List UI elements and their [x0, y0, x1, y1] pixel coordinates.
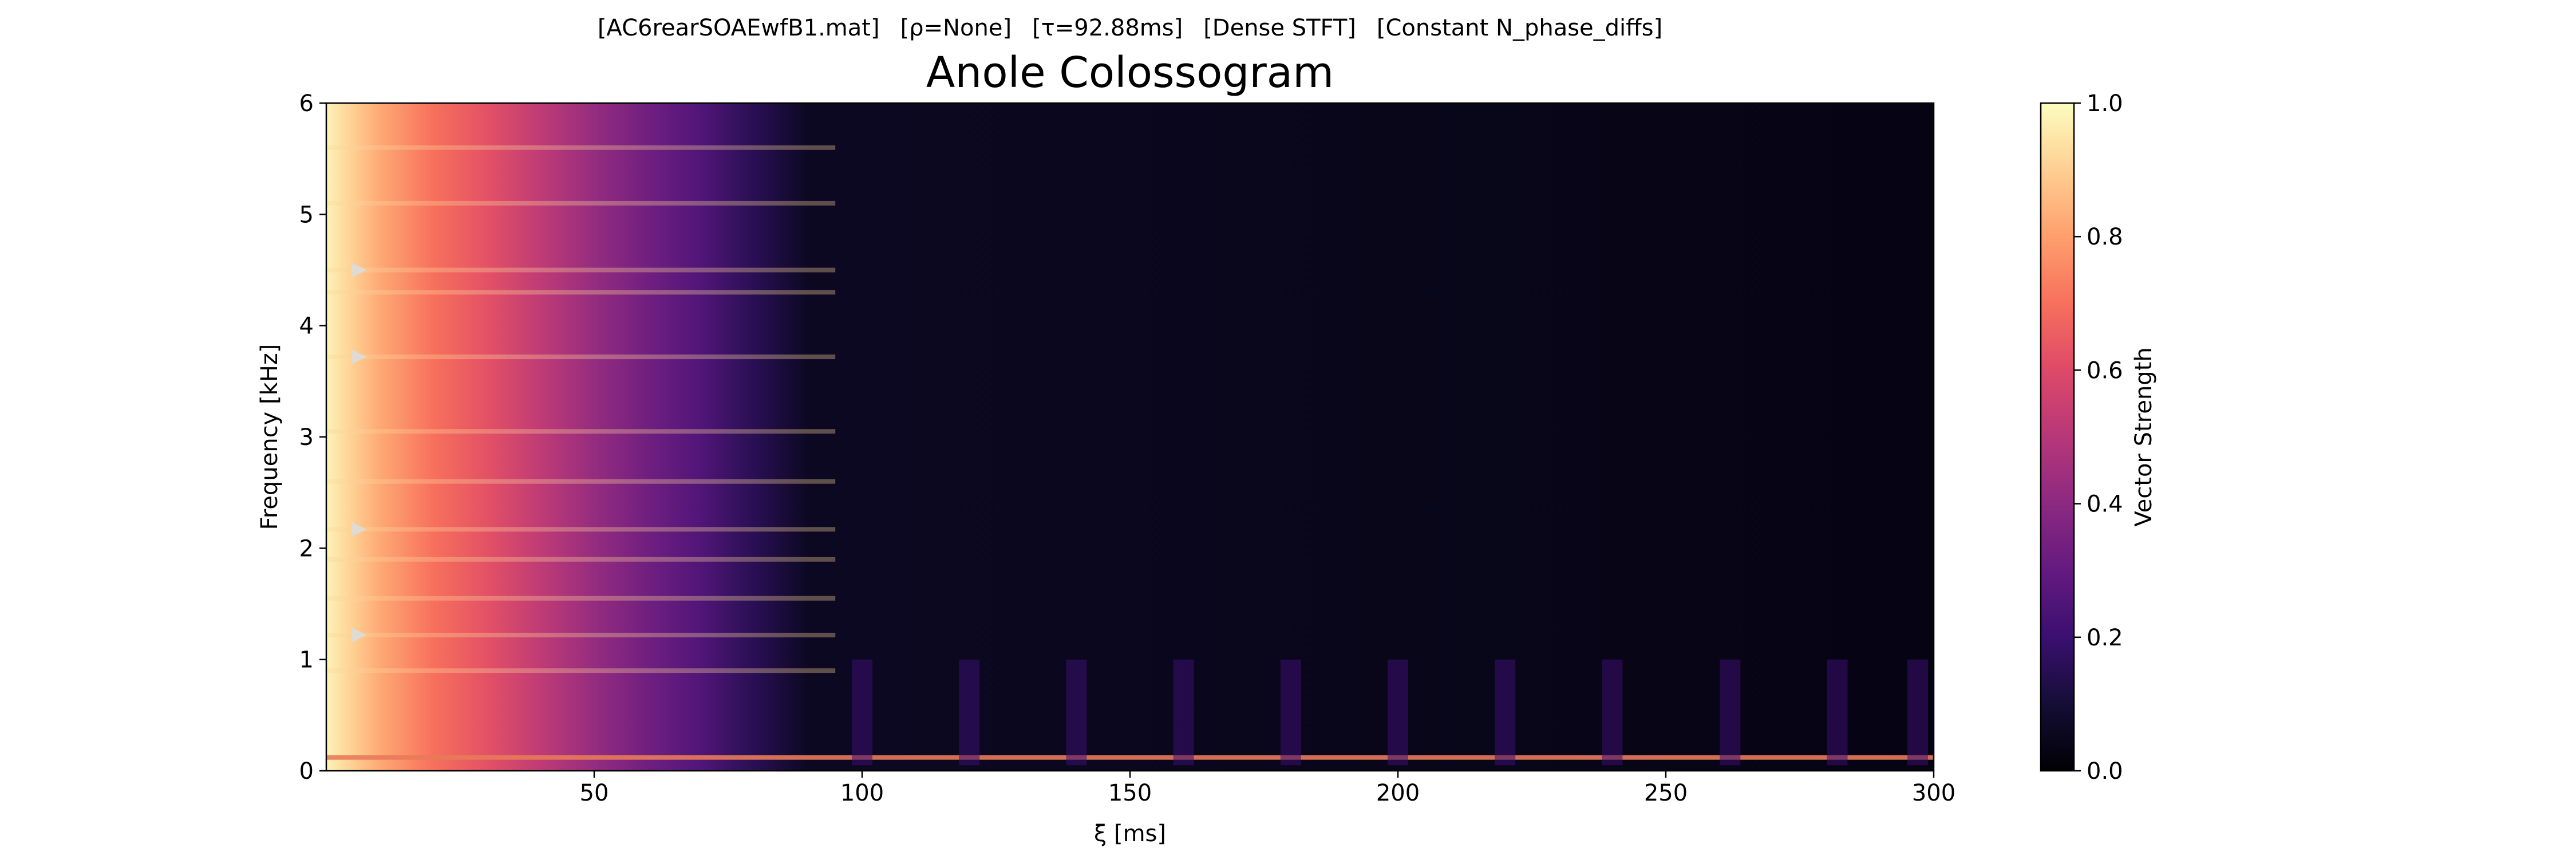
frequency-band — [326, 145, 836, 150]
colorbar-tick-label: 1.0 — [2087, 90, 2123, 117]
heatmap-decay-field — [326, 103, 1934, 771]
x-tick-label: 300 — [1912, 780, 1955, 806]
frequency-band — [326, 290, 836, 295]
chart-title: Anole Colossogram — [926, 48, 1334, 97]
x-tick-label: 200 — [1376, 780, 1420, 806]
low-frequency-pulse — [1720, 659, 1741, 766]
peak-markers — [351, 262, 367, 643]
low-frequency-pulse — [1827, 659, 1848, 766]
frequency-band — [326, 429, 836, 434]
low-frequency-pulse — [1495, 659, 1516, 766]
frequency-band — [326, 267, 836, 273]
peak-marker — [351, 262, 367, 278]
y-tick-label: 1 — [299, 647, 314, 673]
y-tick-label: 6 — [299, 90, 314, 117]
subtitle-part-rho: [ρ=None] — [900, 15, 1012, 41]
x-tick-label: 50 — [580, 780, 609, 806]
low-frequency-pulse — [1907, 659, 1928, 766]
frequency-band — [326, 557, 836, 562]
y-axis-label: Frequency [kHz] — [256, 344, 283, 530]
frequency-band — [326, 479, 836, 484]
chart-subtitle: [AC6rearSOAEwfB1.mat] [ρ=None] [τ=92.88ms]… — [598, 15, 1662, 41]
low-frequency-pulse — [1280, 659, 1301, 766]
low-frequency-pulse — [1388, 659, 1408, 766]
frequency-bands — [326, 145, 1934, 760]
frequency-band — [326, 200, 836, 206]
colorbar-label: Vector Strength — [2131, 347, 2157, 526]
low-frequency-pulse — [1066, 659, 1087, 766]
colorbar-tick-label: 0.2 — [2087, 625, 2123, 651]
x-tick-label: 100 — [840, 780, 884, 806]
subtitle-part-tau: [τ=92.88ms] — [1032, 15, 1183, 41]
x-axis-label: ξ [ms] — [1094, 821, 1166, 847]
subtitle-part-stft: [Dense STFT] — [1203, 15, 1356, 41]
frequency-band — [326, 527, 836, 532]
y-tick-label: 4 — [299, 313, 314, 340]
low-frequency-pulse — [852, 659, 872, 766]
low-frequency-pulse — [1602, 659, 1623, 766]
subtitle-part-file: [AC6rearSOAEwfB1.mat] — [598, 15, 880, 41]
frequency-band — [326, 354, 836, 360]
colorbar-tick-label: 0.0 — [2087, 758, 2123, 785]
y-tick-label: 3 — [299, 424, 314, 451]
frequency-band — [326, 596, 836, 601]
colorbar-ticks: 0.0 0.2 0.4 0.6 0.8 1.0 — [2074, 90, 2123, 785]
peak-marker — [351, 349, 367, 365]
frequency-band — [326, 632, 836, 637]
frequency-band — [326, 755, 1934, 760]
colorbar — [2040, 102, 2075, 772]
colorbar-tick-label: 0.8 — [2087, 224, 2123, 250]
y-tick-label: 0 — [299, 758, 314, 785]
x-axis-ticks: 50 100 150 200 250 300 — [580, 771, 1955, 806]
subtitle-part-phase-diffs: [Constant N_phase_diffs] — [1377, 15, 1662, 41]
low-frequency-pulse — [959, 659, 980, 766]
colorbar-tick-label: 0.4 — [2087, 491, 2123, 518]
y-tick-label: 2 — [299, 535, 314, 562]
x-tick-label: 250 — [1644, 780, 1688, 806]
frequency-band — [326, 668, 836, 673]
y-tick-label: 5 — [299, 202, 314, 228]
x-tick-label: 150 — [1108, 780, 1152, 806]
y-axis-ticks: 0 1 2 3 4 5 6 — [299, 90, 326, 785]
low-frequency-pulse — [1173, 659, 1194, 766]
colorbar-tick-label: 0.6 — [2087, 357, 2123, 384]
low-frequency-pulses — [852, 659, 1928, 766]
peak-marker — [351, 522, 367, 537]
peak-marker — [351, 627, 367, 643]
heatmap-plot — [326, 103, 1934, 771]
